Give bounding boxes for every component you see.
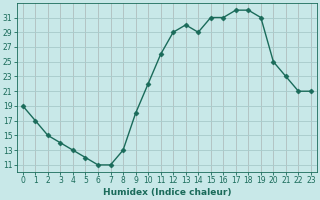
- X-axis label: Humidex (Indice chaleur): Humidex (Indice chaleur): [103, 188, 231, 197]
